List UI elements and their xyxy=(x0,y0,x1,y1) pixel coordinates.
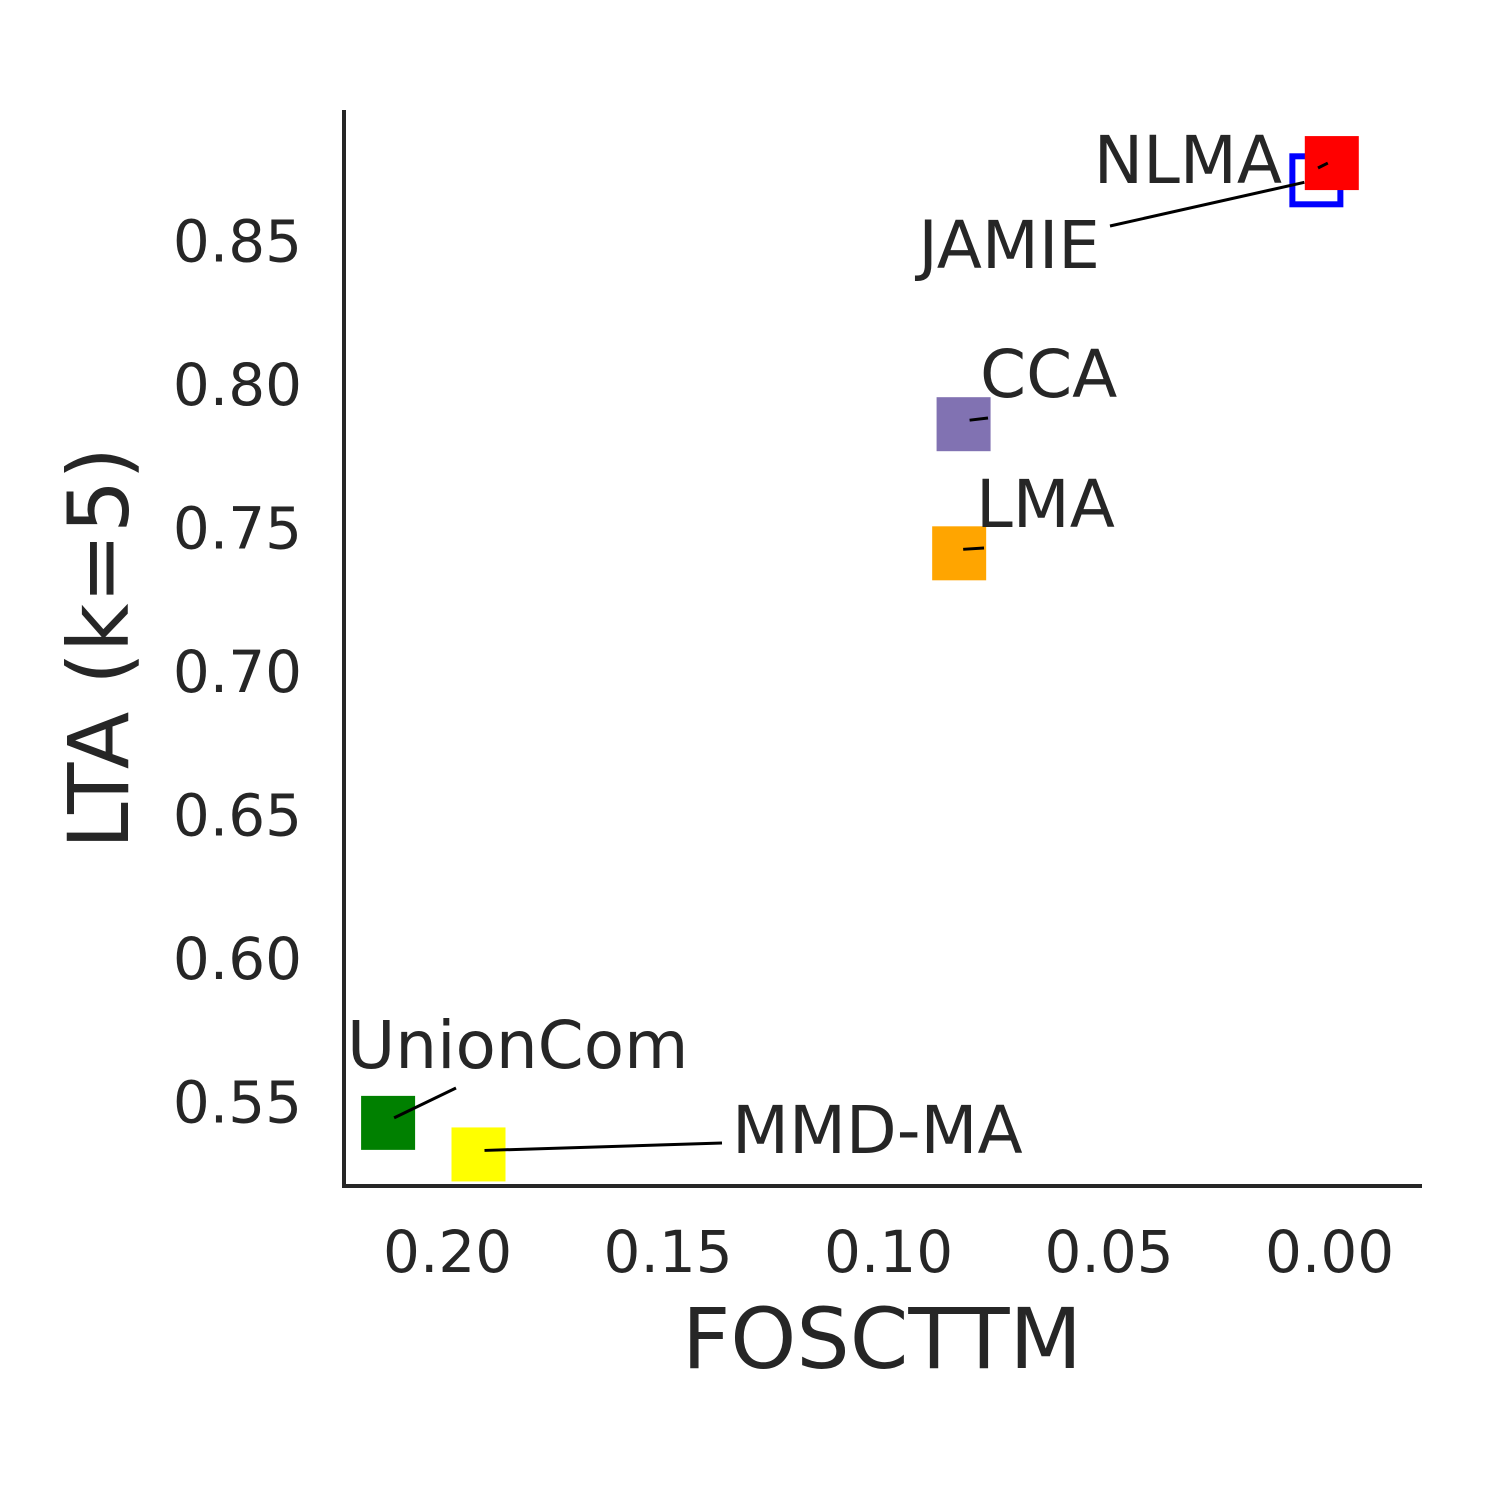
x-tick-labels: 0.20 0.15 0.10 0.05 0.00 xyxy=(383,1218,1394,1286)
leader-lines xyxy=(393,161,1329,1152)
unioncom-leader-line xyxy=(393,1086,457,1120)
x-tick-label: 0.10 xyxy=(824,1218,953,1286)
cca-label: CCA xyxy=(980,336,1117,413)
y-tick-label: 0.80 xyxy=(173,351,302,419)
y-tick-labels: 0.55 0.60 0.65 0.70 0.75 0.80 0.85 xyxy=(173,208,302,1137)
cca-leader-line xyxy=(969,416,989,422)
mmd-ma-label: MMD-MA xyxy=(732,1092,1023,1169)
y-tick-label: 0.60 xyxy=(173,925,302,993)
nlma-leader-line xyxy=(1317,161,1329,170)
x-axis-title: FOSCTTM xyxy=(682,1290,1082,1388)
x-tick-label: 0.05 xyxy=(1045,1218,1174,1286)
nlma-label: NLMA xyxy=(1094,122,1282,199)
x-tick-label: 0.20 xyxy=(383,1218,512,1286)
nlma-marker xyxy=(1304,136,1359,191)
lma-label: LMA xyxy=(976,466,1115,543)
x-tick-label: 0.00 xyxy=(1265,1218,1394,1286)
point-labels: JAMIE NLMA CCA LMA UnionCom MMD-MA xyxy=(347,122,1282,1169)
y-tick-label: 0.55 xyxy=(173,1068,302,1136)
y-tick-label: 0.75 xyxy=(173,494,302,562)
unioncom-marker xyxy=(361,1095,416,1150)
jamie-label: JAMIE xyxy=(914,207,1100,284)
unioncom-label: UnionCom xyxy=(347,1007,688,1084)
y-tick-label: 0.85 xyxy=(173,208,302,276)
y-tick-label: 0.70 xyxy=(173,638,302,706)
mmd-ma-marker xyxy=(451,1127,506,1182)
cca-marker xyxy=(936,397,991,452)
points-layer xyxy=(361,136,1359,1182)
lma-marker xyxy=(932,526,987,581)
y-tick-label: 0.65 xyxy=(173,781,302,849)
mmd-ma-leader-line xyxy=(484,1141,723,1152)
lma-leader-line xyxy=(963,546,985,551)
jamie-leader-line xyxy=(1109,180,1305,228)
x-tick-label: 0.15 xyxy=(604,1218,733,1286)
y-axis-title: LTA (k=5) xyxy=(50,447,148,849)
